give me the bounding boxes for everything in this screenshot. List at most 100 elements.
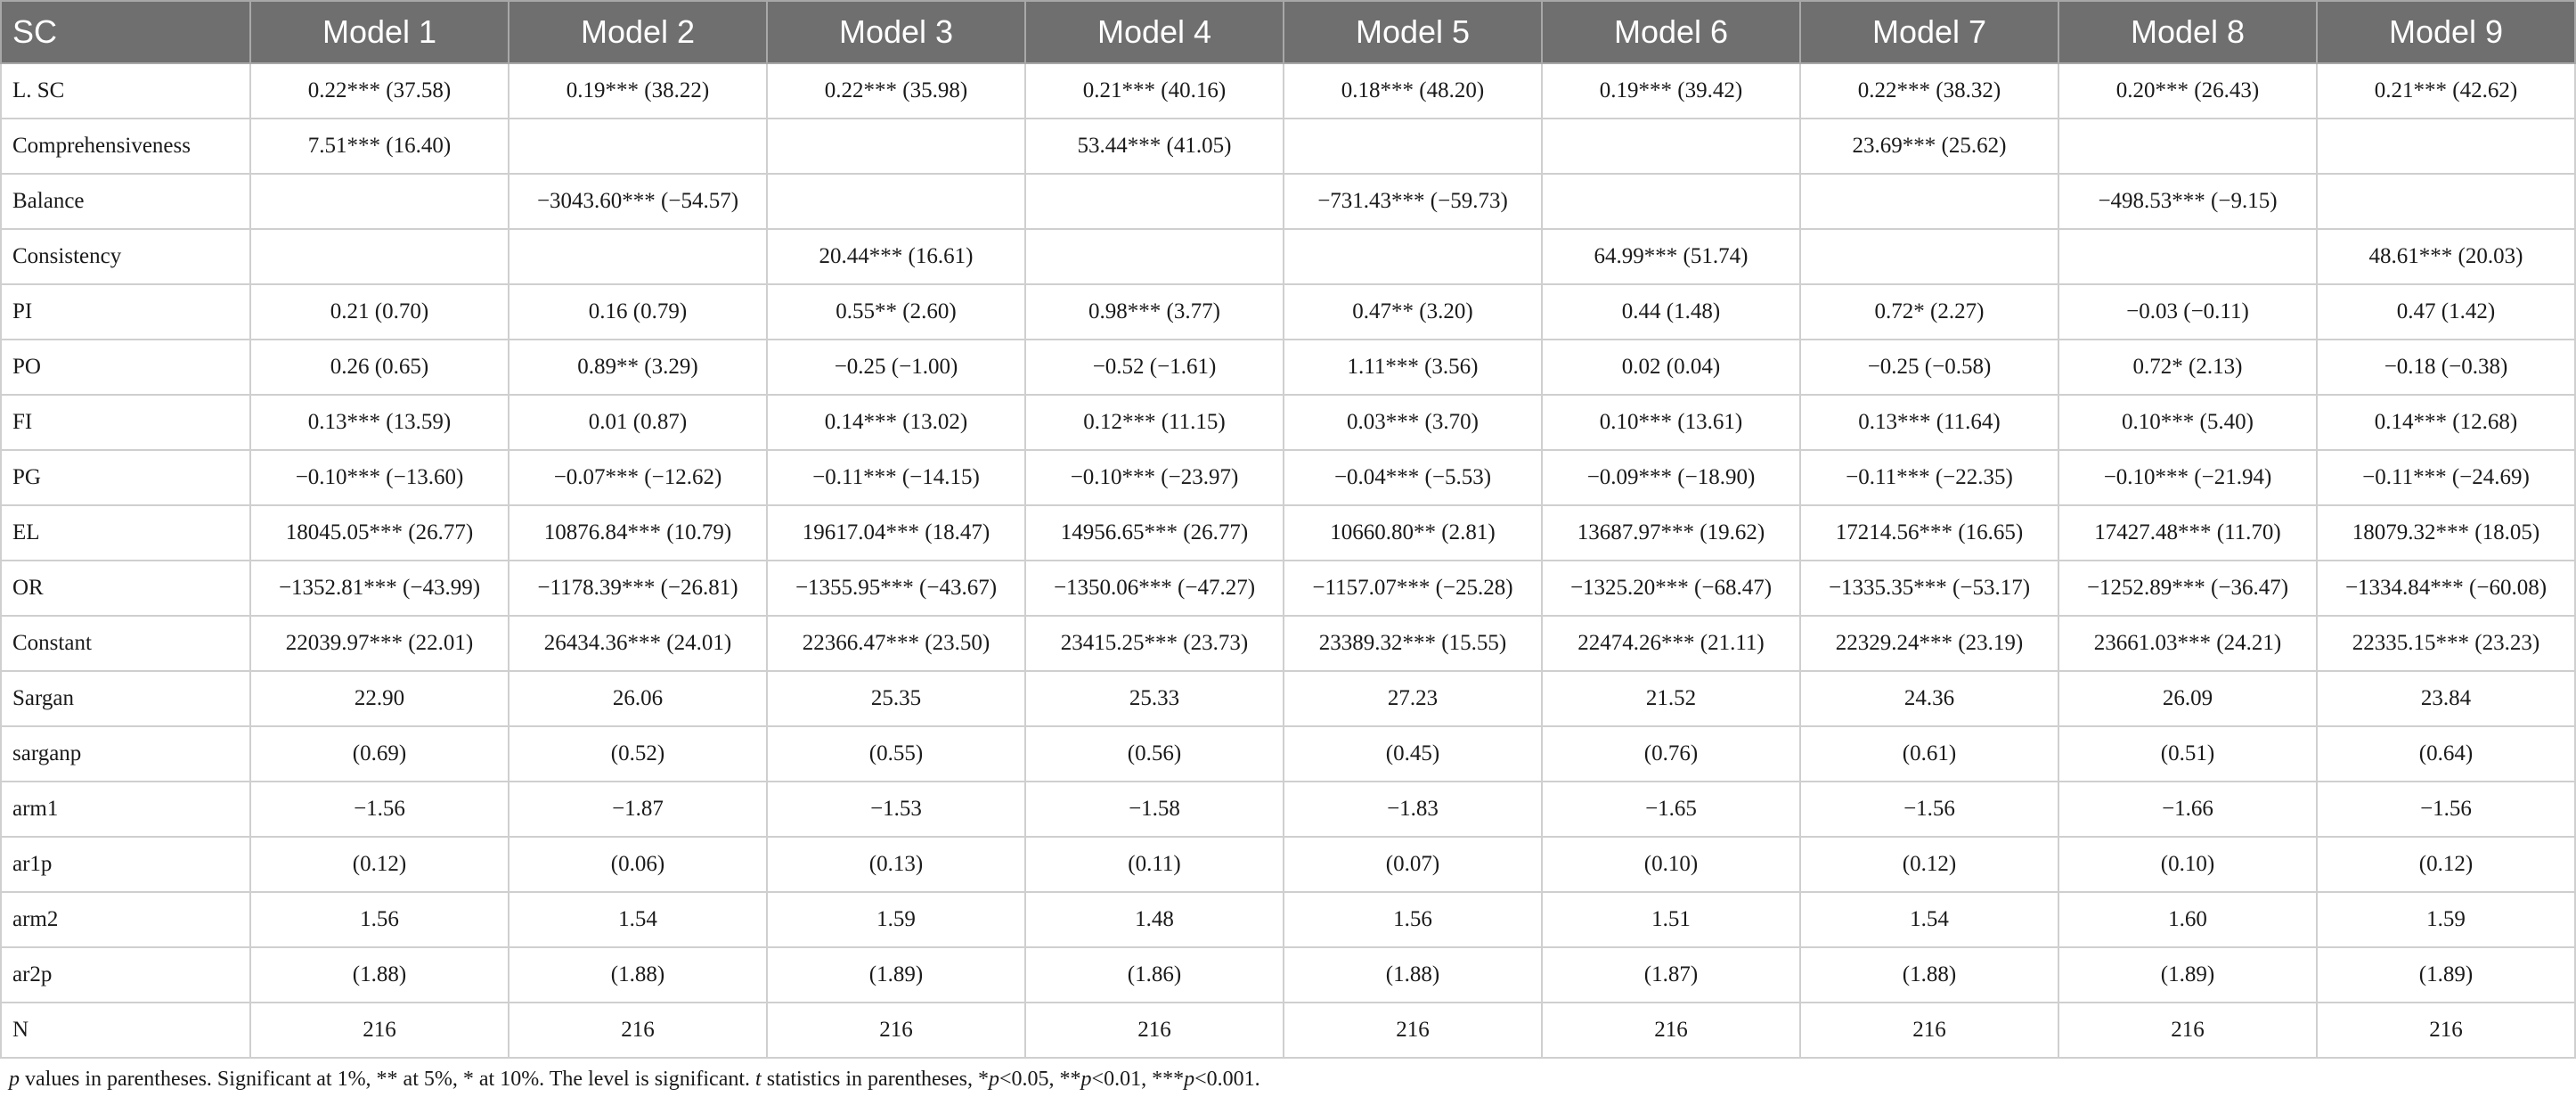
table-cell: −0.09*** (−18.90) [1541,449,1801,506]
table-cell: 26434.36*** (24.01) [508,615,768,672]
table-cell: −0.25 (−1.00) [766,339,1026,396]
table-cell [508,118,768,175]
table-cell: 0.02 (0.04) [1541,339,1801,396]
table-cell: 18079.32*** (18.05) [2316,504,2576,561]
table-cell: 22.90 [249,670,509,727]
table-cell: 1.51 [1541,891,1801,948]
table-row: Balance −3043.60*** (−54.57) −731.43*** (−… [0,173,2576,230]
table-cell: 20.44*** (16.61) [766,228,1026,285]
footnote-p-italic: p [9,1068,20,1091]
table-cell: 18045.05*** (26.77) [249,504,509,561]
table-cell: (0.69) [249,725,509,782]
table-cell: 25.35 [766,670,1026,727]
table-cell: −0.11*** (−14.15) [766,449,1026,506]
table-cell: −1.83 [1283,781,1543,838]
table-cell: (0.56) [1024,725,1284,782]
table-cell: (1.88) [1799,946,2059,1003]
table-cell [1799,228,2059,285]
table-cell: 14956.65*** (26.77) [1024,504,1284,561]
row-label: ar1p [0,836,251,893]
row-label: PG [0,449,251,506]
table-cell: 0.44 (1.48) [1541,283,1801,340]
table-cell: 216 [2316,1002,2576,1059]
table-cell: 0.13*** (11.64) [1799,394,2059,451]
table-cell [249,228,509,285]
column-header-model: Model 7 [1799,0,2059,64]
table-cell: 10660.80** (2.81) [1283,504,1543,561]
table-cell: −1178.39*** (−26.81) [508,560,768,617]
table-cell: −3043.60*** (−54.57) [508,173,768,230]
table-cell: −0.11*** (−24.69) [2316,449,2576,506]
footnote-text: <0.05, ** [999,1068,1081,1091]
table-cell: 22039.97*** (22.01) [249,615,509,672]
table-cell: (0.55) [766,725,1026,782]
results-table-container: SC Model 1 Model 2 Model 3 Model 4 Model 5 Mod… [0,0,2576,1059]
table-cell: 1.59 [2316,891,2576,948]
table-cell: 0.19*** (38.22) [508,62,768,119]
table-cell: (0.10) [1541,836,1801,893]
table-cell: −1.56 [1799,781,2059,838]
table-cell [766,173,1026,230]
table-cell: 22329.24*** (23.19) [1799,615,2059,672]
column-header-model: Model 9 [2316,0,2576,64]
table-cell: 1.59 [766,891,1026,948]
table-cell: 22366.47*** (23.50) [766,615,1026,672]
footnote-p-italic: p [1080,1068,1092,1091]
table-body: L. SC 0.22*** (37.58) 0.19*** (38.22) 0.22*… [0,62,2576,1059]
row-label: Sargan [0,670,251,727]
table-cell: −1.66 [2058,781,2318,838]
table-cell: −1.58 [1024,781,1284,838]
table-cell: 7.51*** (16.40) [249,118,509,175]
table-cell: 0.19*** (39.42) [1541,62,1801,119]
table-cell: 0.21 (0.70) [249,283,509,340]
table-cell: (1.88) [1283,946,1543,1003]
table-cell: 0.98*** (3.77) [1024,283,1284,340]
table-row: OR −1352.81*** (−43.99) −1178.39*** (−26.8… [0,560,2576,617]
table-cell: −0.52 (−1.61) [1024,339,1284,396]
table-row: arm1 −1.56 −1.87 −1.53 −1.58 −1.83 −1.65 −1.56−… [0,781,2576,838]
table-cell: (1.89) [2058,946,2318,1003]
table-cell [2316,173,2576,230]
column-header-model: Model 1 [249,0,509,64]
table-cell: 1.56 [1283,891,1543,948]
table-row: EL 18045.05*** (26.77) 10876.84*** (10.79)… [0,504,2576,561]
table-cell: (0.11) [1024,836,1284,893]
footnote-text: <0.01, *** [1091,1068,1185,1091]
table-cell: 0.72* (2.27) [1799,283,2059,340]
table-cell: 13687.97*** (19.62) [1541,504,1801,561]
table-cell [1541,173,1801,230]
row-label: arm2 [0,891,251,948]
table-cell: 0.47 (1.42) [2316,283,2576,340]
table-cell: 0.26 (0.65) [249,339,509,396]
table-cell: 0.89** (3.29) [508,339,768,396]
table-cell: 1.54 [1799,891,2059,948]
table-cell: −0.25 (−0.58) [1799,339,2059,396]
column-header-model: Model 5 [1283,0,1543,64]
table-cell: −1355.95*** (−43.67) [766,560,1026,617]
table-row: PG −0.10*** (−13.60) −0.07*** (−12.62) −0.1… [0,449,2576,506]
table-cell: 1.11*** (3.56) [1283,339,1543,396]
table-cell [508,228,768,285]
row-label: ar2p [0,946,251,1003]
table-row: ar1p (0.12) (0.06) (0.13) (0.11) (0.07) (0.10)… [0,836,2576,893]
table-cell: 0.22*** (38.32) [1799,62,2059,119]
row-label: Comprehensiveness [0,118,251,175]
table-cell: −1.87 [508,781,768,838]
table-cell: 1.60 [2058,891,2318,948]
table-cell: (0.10) [2058,836,2318,893]
table-cell [1024,228,1284,285]
table-cell: 0.14*** (13.02) [766,394,1026,451]
table-cell: (0.64) [2316,725,2576,782]
row-label: FI [0,394,251,451]
table-cell: −0.04*** (−5.53) [1283,449,1543,506]
table-row: N 216 216 216 216 216 216 216 216 216 [0,1002,2576,1059]
table-row: Comprehensiveness 7.51*** (16.40) 53.44***… [0,118,2576,175]
table-cell: (0.12) [2316,836,2576,893]
table-cell: 216 [766,1002,1026,1059]
table-cell: (0.07) [1283,836,1543,893]
table-row: L. SC 0.22*** (37.58) 0.19*** (38.22) 0.22*… [0,62,2576,119]
table-cell: 21.52 [1541,670,1801,727]
table-cell: 0.72* (2.13) [2058,339,2318,396]
table-row: sarganp (0.69) (0.52) (0.55) (0.56) (0.45) (0.… [0,725,2576,782]
table-cell: −0.10*** (−23.97) [1024,449,1284,506]
